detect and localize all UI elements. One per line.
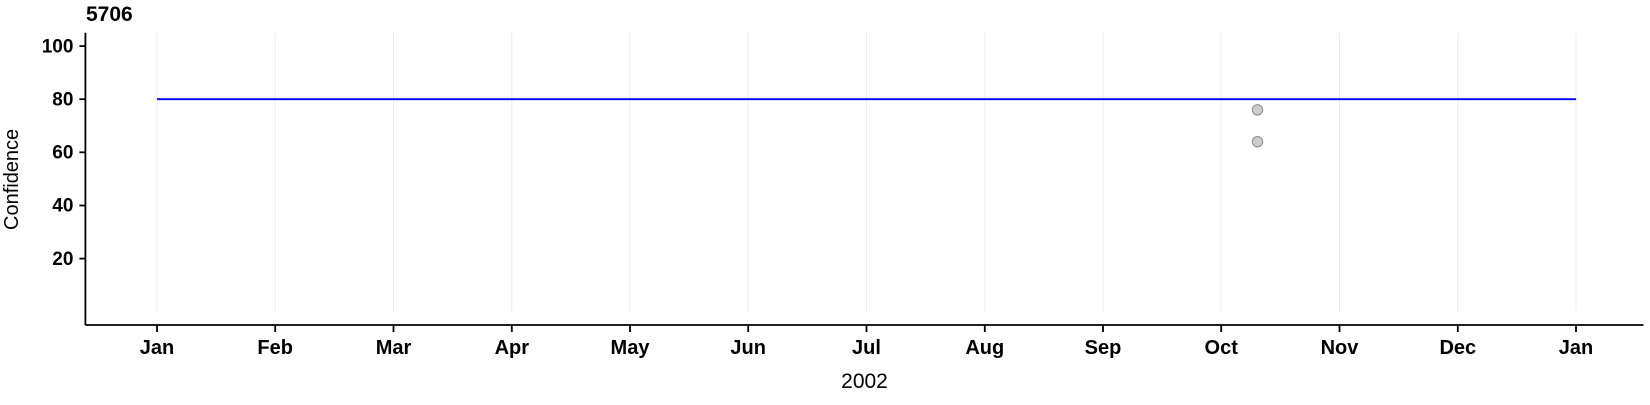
svg-text:60: 60 — [52, 143, 73, 164]
svg-text:40: 40 — [52, 196, 73, 217]
svg-text:2002: 2002 — [841, 370, 888, 393]
svg-text:80: 80 — [52, 89, 73, 110]
svg-text:May: May — [611, 337, 651, 359]
svg-text:Mar: Mar — [376, 337, 412, 359]
svg-text:Confidence: Confidence — [1, 129, 23, 230]
svg-text:Jun: Jun — [730, 337, 766, 359]
svg-text:Aug: Aug — [965, 337, 1004, 359]
svg-text:Oct: Oct — [1205, 337, 1239, 359]
svg-text:Apr: Apr — [495, 337, 530, 359]
svg-text:Dec: Dec — [1439, 337, 1476, 359]
svg-text:Sep: Sep — [1085, 337, 1122, 359]
svg-text:Jul: Jul — [852, 337, 881, 359]
svg-text:Feb: Feb — [257, 337, 293, 359]
svg-text:20: 20 — [52, 249, 73, 270]
svg-text:5706: 5706 — [86, 3, 133, 26]
svg-text:Jan: Jan — [140, 337, 174, 359]
svg-text:100: 100 — [42, 36, 74, 57]
svg-text:Jan: Jan — [1559, 337, 1593, 359]
svg-text:Nov: Nov — [1321, 337, 1360, 359]
